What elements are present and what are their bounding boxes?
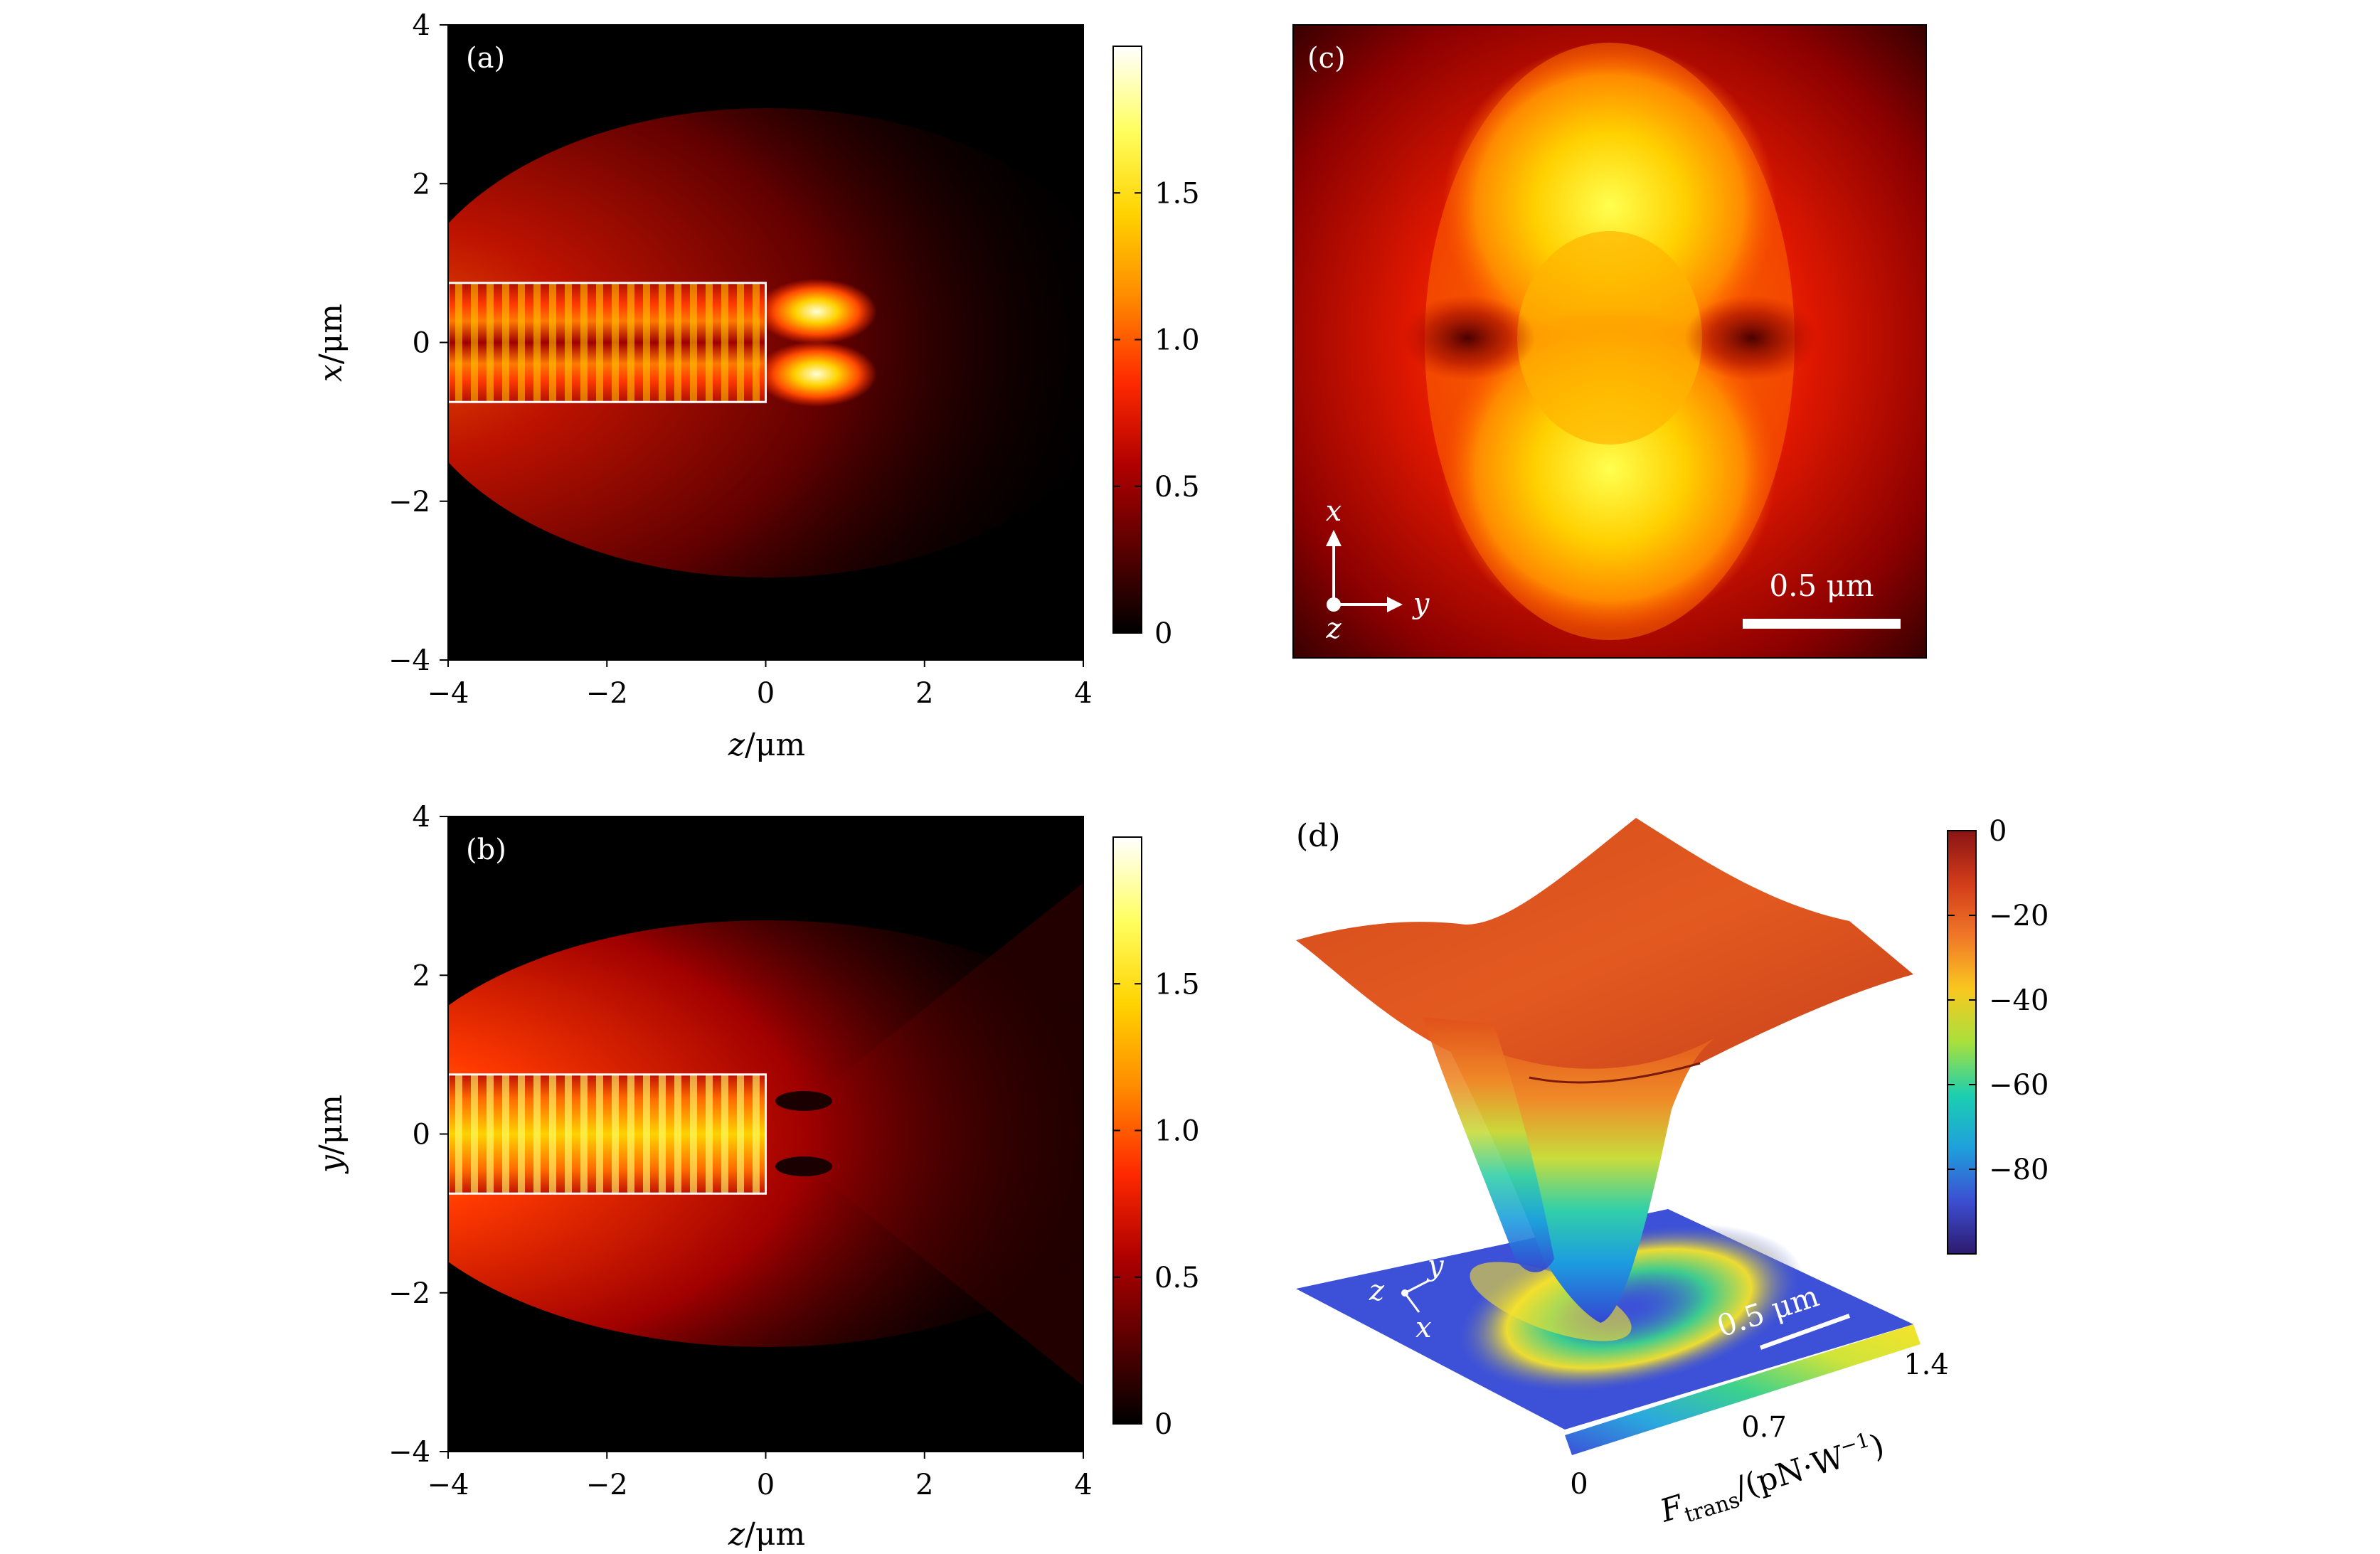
colorbar-tick-label: −20 [1989, 900, 2049, 932]
panel-d-axis-y: y [1426, 1250, 1445, 1282]
panel-a-field [448, 25, 1083, 660]
colorbar-tick-label: 0.5 [1154, 1262, 1200, 1294]
panel-b-ticks: −4 −2 0 2 4 −4 −2 0 2 4 [388, 801, 1093, 1501]
colorbar-tick-label: 0 [1989, 815, 2007, 848]
ytick-label: −2 [388, 1277, 430, 1310]
panel-b-label: (b) [466, 834, 506, 866]
colorbar-tick-label: −40 [1989, 984, 2049, 1017]
panel-a-waveguide-outline [448, 282, 767, 403]
panel-b-xlabel: z/μm [728, 1516, 805, 1553]
panel-c-scale-bar [1743, 619, 1901, 629]
panel-c-axis-x: x [1326, 495, 1342, 528]
ytick-label: 2 [413, 168, 430, 201]
panel-d-force-tick-0: 0 [1570, 1468, 1588, 1501]
panel-c-axis-y: y [1412, 587, 1430, 620]
ytick-label: −4 [388, 1436, 430, 1469]
panel-d-scale-bar [1759, 1314, 1851, 1350]
panel-b-field [448, 816, 1083, 1452]
panel-d-force-tick-2: 1.4 [1903, 1348, 1949, 1381]
panel-c-label: (c) [1307, 42, 1346, 75]
xtick-label: 4 [1074, 677, 1092, 710]
panel-d-axis-x: x [1415, 1311, 1432, 1344]
colorbar-tick-label: 0.5 [1154, 471, 1200, 504]
colorbar-tick-label: 1.5 [1154, 968, 1200, 1001]
xtick-label: 0 [757, 1469, 775, 1501]
panel-a-label: (a) [466, 42, 505, 75]
panel-d-surface-top [1296, 818, 1913, 1083]
panel-d-potential-colorbar: 0 −20 −40 −60 −80 [1947, 815, 2049, 1255]
ytick-label: 2 [413, 959, 430, 992]
panel-c: (c) x y z 0.5 μm [1292, 24, 1927, 659]
xtick-label: −4 [427, 1469, 469, 1501]
panel-d-axis-z: z [1369, 1274, 1385, 1307]
panel-a-guide-fringes [448, 282, 766, 403]
panel-a-xlabel: z/μm [728, 727, 805, 763]
ytick-label: 4 [413, 801, 430, 834]
panel-b-ylabel: y/μm [313, 1095, 349, 1174]
colorbar-tick-label: 0 [1154, 1408, 1172, 1441]
panel-c-field [1293, 25, 1926, 658]
xtick-label: −4 [427, 677, 469, 710]
colorbar-tick-label: 1.5 [1154, 177, 1200, 210]
colorbar-tick-label: 0 [1154, 617, 1172, 650]
xtick-label: 0 [757, 677, 775, 710]
panel-c-axis-z: z [1325, 612, 1342, 645]
xtick-label: 2 [915, 1469, 933, 1501]
xtick-label: 2 [915, 677, 933, 710]
panel-d-force-colorbar [1565, 1324, 1921, 1455]
ytick-label: −4 [388, 644, 430, 677]
xtick-label: −2 [586, 677, 628, 710]
colorbar-tick-label: −60 [1989, 1069, 2049, 1102]
ytick-label: 0 [413, 327, 430, 360]
ytick-label: −2 [388, 486, 430, 518]
panel-b-guide-fringes [448, 1074, 766, 1194]
panel-a-colorbar: 0 0.5 1.0 1.5 [1112, 46, 1200, 650]
ytick-label: 0 [413, 1119, 430, 1151]
panel-a-ylabel: x/μm [313, 304, 349, 382]
ytick-label: 4 [413, 9, 430, 42]
panel-d-label: (d) [1296, 818, 1341, 854]
xtick-label: 4 [1074, 1469, 1092, 1501]
colorbar-tick-label: 1.0 [1154, 324, 1200, 357]
colorbar-tick-label: 1.0 [1154, 1115, 1200, 1148]
panel-c-axes-triad [1326, 530, 1403, 612]
panel-d-axes-triad [1401, 1279, 1430, 1313]
panel-b-waveguide-outline [448, 1073, 767, 1195]
xtick-label: −2 [586, 1469, 628, 1501]
panel-c-scale-bar-label: 0.5 μm [1769, 568, 1874, 603]
panel-b-colorbar: 0 0.5 1.0 1.5 [1112, 836, 1200, 1441]
panel-d: (d) z y x 0.5 μm 0 0.7 1.4 Ftrans/(pN·W−… [1296, 815, 2049, 1530]
panel-c-frame [1292, 24, 1927, 659]
panel-d-surface-left-wall [1423, 1017, 1554, 1272]
panel-a-ticks: −4 −2 0 2 4 −4 −2 0 2 4 [388, 9, 1093, 710]
panel-d-force-tick-1: 0.7 [1741, 1411, 1787, 1444]
panel-a: −4 −2 0 2 4 −4 −2 0 2 4 (a) z/μm x/μm 0 0.5 1.0 1.5 [313, 9, 1200, 763]
panel-b: −4 −2 0 2 4 −4 −2 0 2 4 (b) z/μm y/μm 0 0.5 1.0 1.5 [313, 801, 1200, 1553]
colorbar-tick-label: −80 [1989, 1154, 2049, 1186]
